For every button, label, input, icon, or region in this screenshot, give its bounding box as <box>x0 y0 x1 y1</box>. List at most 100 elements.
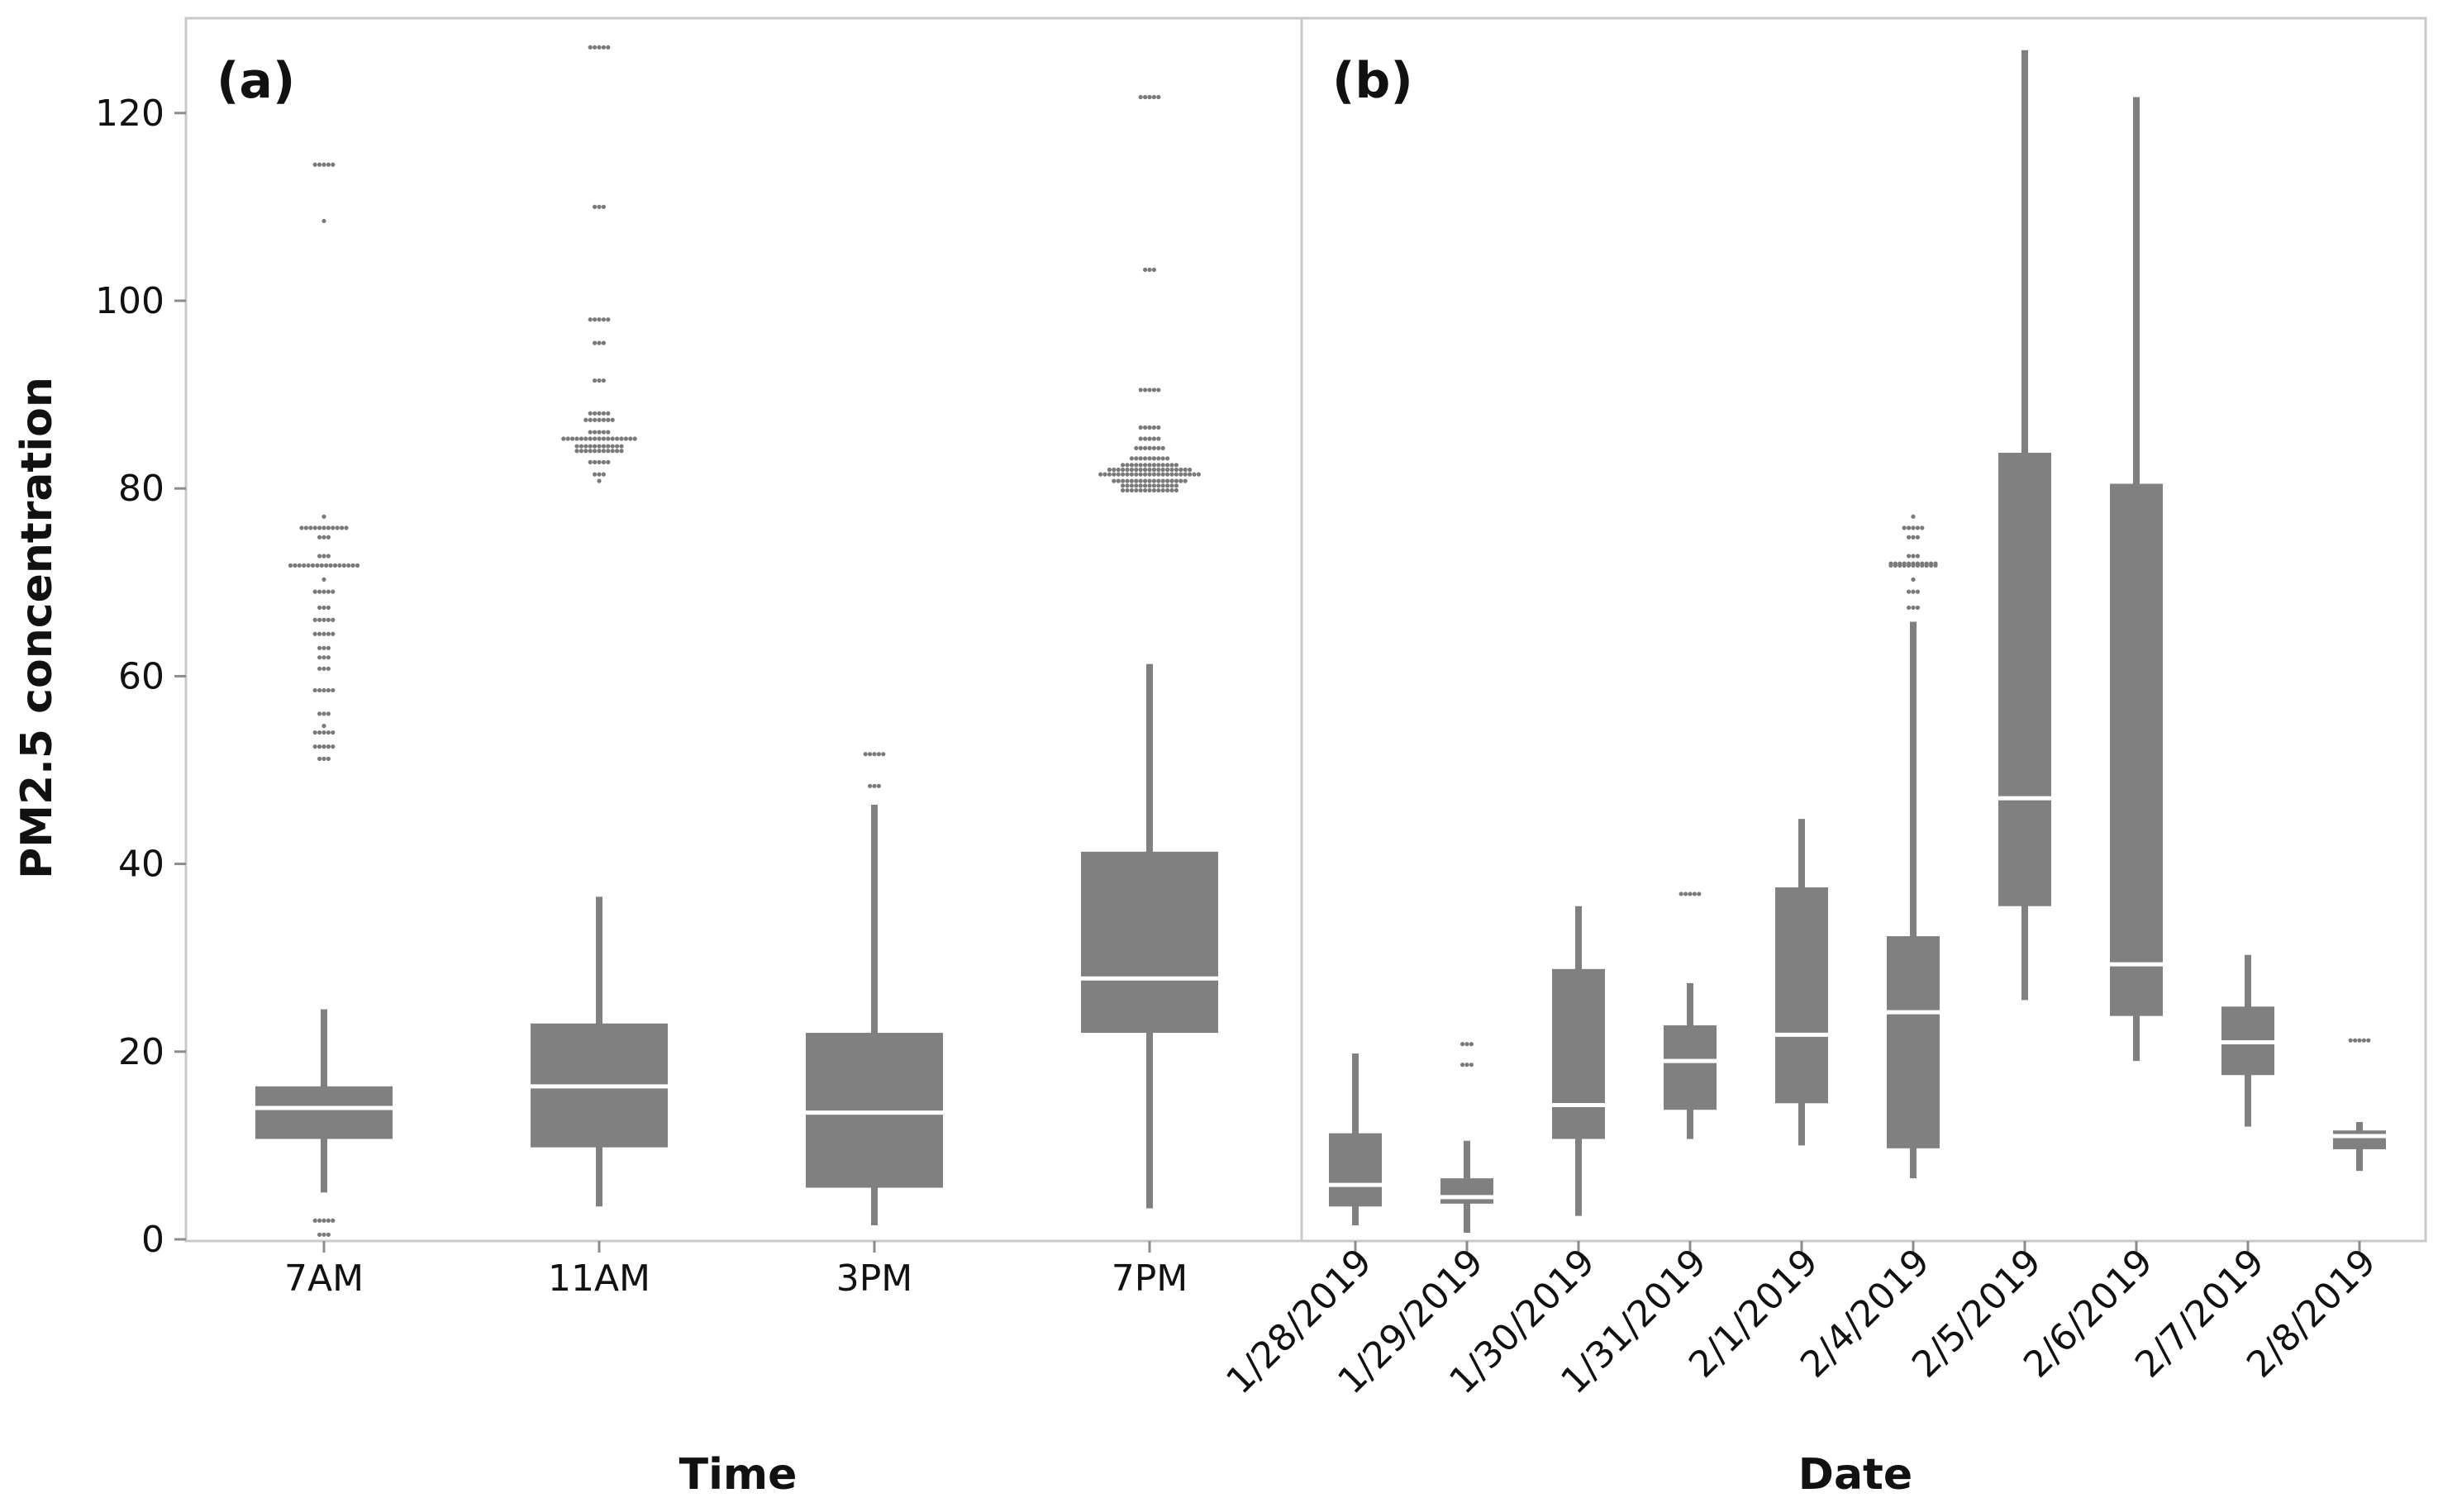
outlier-point <box>319 563 324 568</box>
x-tick-label: 11AM <box>548 1258 650 1300</box>
outlier-point <box>597 430 602 435</box>
outlier-point <box>1915 535 1920 540</box>
outlier-point <box>1174 487 1179 493</box>
outlier-point <box>1156 487 1161 493</box>
outlier-point <box>317 645 322 650</box>
outlier-point <box>321 687 326 693</box>
y-tick-label: 120 <box>95 93 164 135</box>
outlier-point <box>1188 472 1193 477</box>
outlier-point <box>1138 388 1143 392</box>
outlier-point <box>303 525 308 530</box>
outlier-point <box>1138 467 1143 473</box>
outlier-point <box>312 162 317 167</box>
outlier-point <box>310 563 316 568</box>
outlier-point <box>1169 463 1174 468</box>
outlier-point <box>561 436 566 441</box>
outlier-point <box>1464 1063 1469 1067</box>
outlier-point <box>1129 478 1134 483</box>
outlier-point <box>597 378 602 383</box>
outlier-point <box>593 430 598 435</box>
outlier-point <box>1911 577 1916 582</box>
outlier-point <box>326 730 331 735</box>
outlier-point <box>1915 563 1920 568</box>
outlier-point <box>1165 456 1170 461</box>
outlier-point <box>321 554 326 559</box>
outlier-point <box>1121 463 1126 468</box>
outlier-point <box>1151 472 1156 477</box>
outlier-point <box>331 617 336 622</box>
outlier-point <box>1888 563 1893 568</box>
outlier-point <box>1160 467 1165 473</box>
outlier-point <box>1915 525 1920 530</box>
outlier-point <box>335 525 340 530</box>
outlier-point <box>1143 94 1148 100</box>
outlier-point <box>1156 483 1161 488</box>
box-iqr <box>1887 936 1940 1148</box>
outlier-point <box>1138 487 1143 493</box>
outlier-point <box>1121 487 1126 493</box>
outlier-point <box>1179 472 1183 477</box>
outlier-point <box>317 162 322 167</box>
x-tick-label: 3PM <box>836 1258 913 1300</box>
outlier-point <box>574 436 579 441</box>
plot-frame <box>184 17 2427 1243</box>
outlier-point <box>1156 436 1161 441</box>
outlier-point <box>597 444 602 449</box>
outlier-point <box>593 417 598 422</box>
outlier-point <box>593 472 598 477</box>
outlier-point <box>606 436 611 441</box>
box-iqr <box>1440 1178 1493 1204</box>
outlier-point <box>1692 892 1697 896</box>
outlier-point <box>317 655 322 660</box>
outlier-point <box>606 317 611 322</box>
outlier-point <box>1902 563 1907 568</box>
outlier-point <box>1143 425 1148 430</box>
outlier-point <box>1129 456 1134 461</box>
outlier-point <box>876 783 881 788</box>
outlier-point <box>583 444 588 449</box>
outlier-point <box>601 411 607 416</box>
outlier-point <box>1147 478 1152 483</box>
outlier-point <box>1192 472 1197 477</box>
outlier-point <box>1147 467 1152 473</box>
y-tick-label: 80 <box>118 468 164 510</box>
outlier-point <box>326 711 331 716</box>
outlier-point <box>355 563 360 568</box>
outlier-point <box>324 563 329 568</box>
outlier-point <box>317 605 322 611</box>
outlier-point <box>317 631 322 636</box>
outlier-point <box>1151 94 1156 100</box>
outlier-point <box>326 162 331 167</box>
outlier-point <box>1915 589 1920 594</box>
outlier-point <box>1188 467 1193 473</box>
outlier-point <box>2353 1038 2358 1043</box>
outlier-point <box>293 563 298 568</box>
outlier-point <box>326 1218 331 1223</box>
outlier-point <box>1151 425 1156 430</box>
outlier-point <box>1911 535 1916 540</box>
outlier-point <box>1151 267 1156 273</box>
outlier-point <box>632 436 637 441</box>
outlier-point <box>326 645 331 650</box>
outlier-point <box>1134 483 1139 488</box>
outlier-point <box>312 1218 317 1223</box>
outlier-point <box>1147 436 1152 441</box>
outlier-point <box>1160 487 1165 493</box>
outlier-point <box>1129 483 1134 488</box>
outlier-point <box>331 162 336 167</box>
outlier-point <box>1464 1042 1469 1047</box>
outlier-point <box>1156 467 1161 473</box>
outlier-point <box>1915 605 1920 611</box>
outlier-point <box>588 444 593 449</box>
outlier-point <box>876 752 881 757</box>
box-11AM: 11AM <box>531 45 668 1300</box>
outlier-point <box>1143 267 1148 273</box>
outlier-point <box>2357 1038 2362 1043</box>
outlier-point <box>331 525 336 530</box>
outlier-point <box>593 340 598 345</box>
outlier-point <box>312 617 317 622</box>
outlier-point <box>597 478 602 483</box>
outlier-point <box>1924 563 1929 568</box>
outlier-point <box>597 204 602 209</box>
outlier-point <box>1138 94 1143 100</box>
